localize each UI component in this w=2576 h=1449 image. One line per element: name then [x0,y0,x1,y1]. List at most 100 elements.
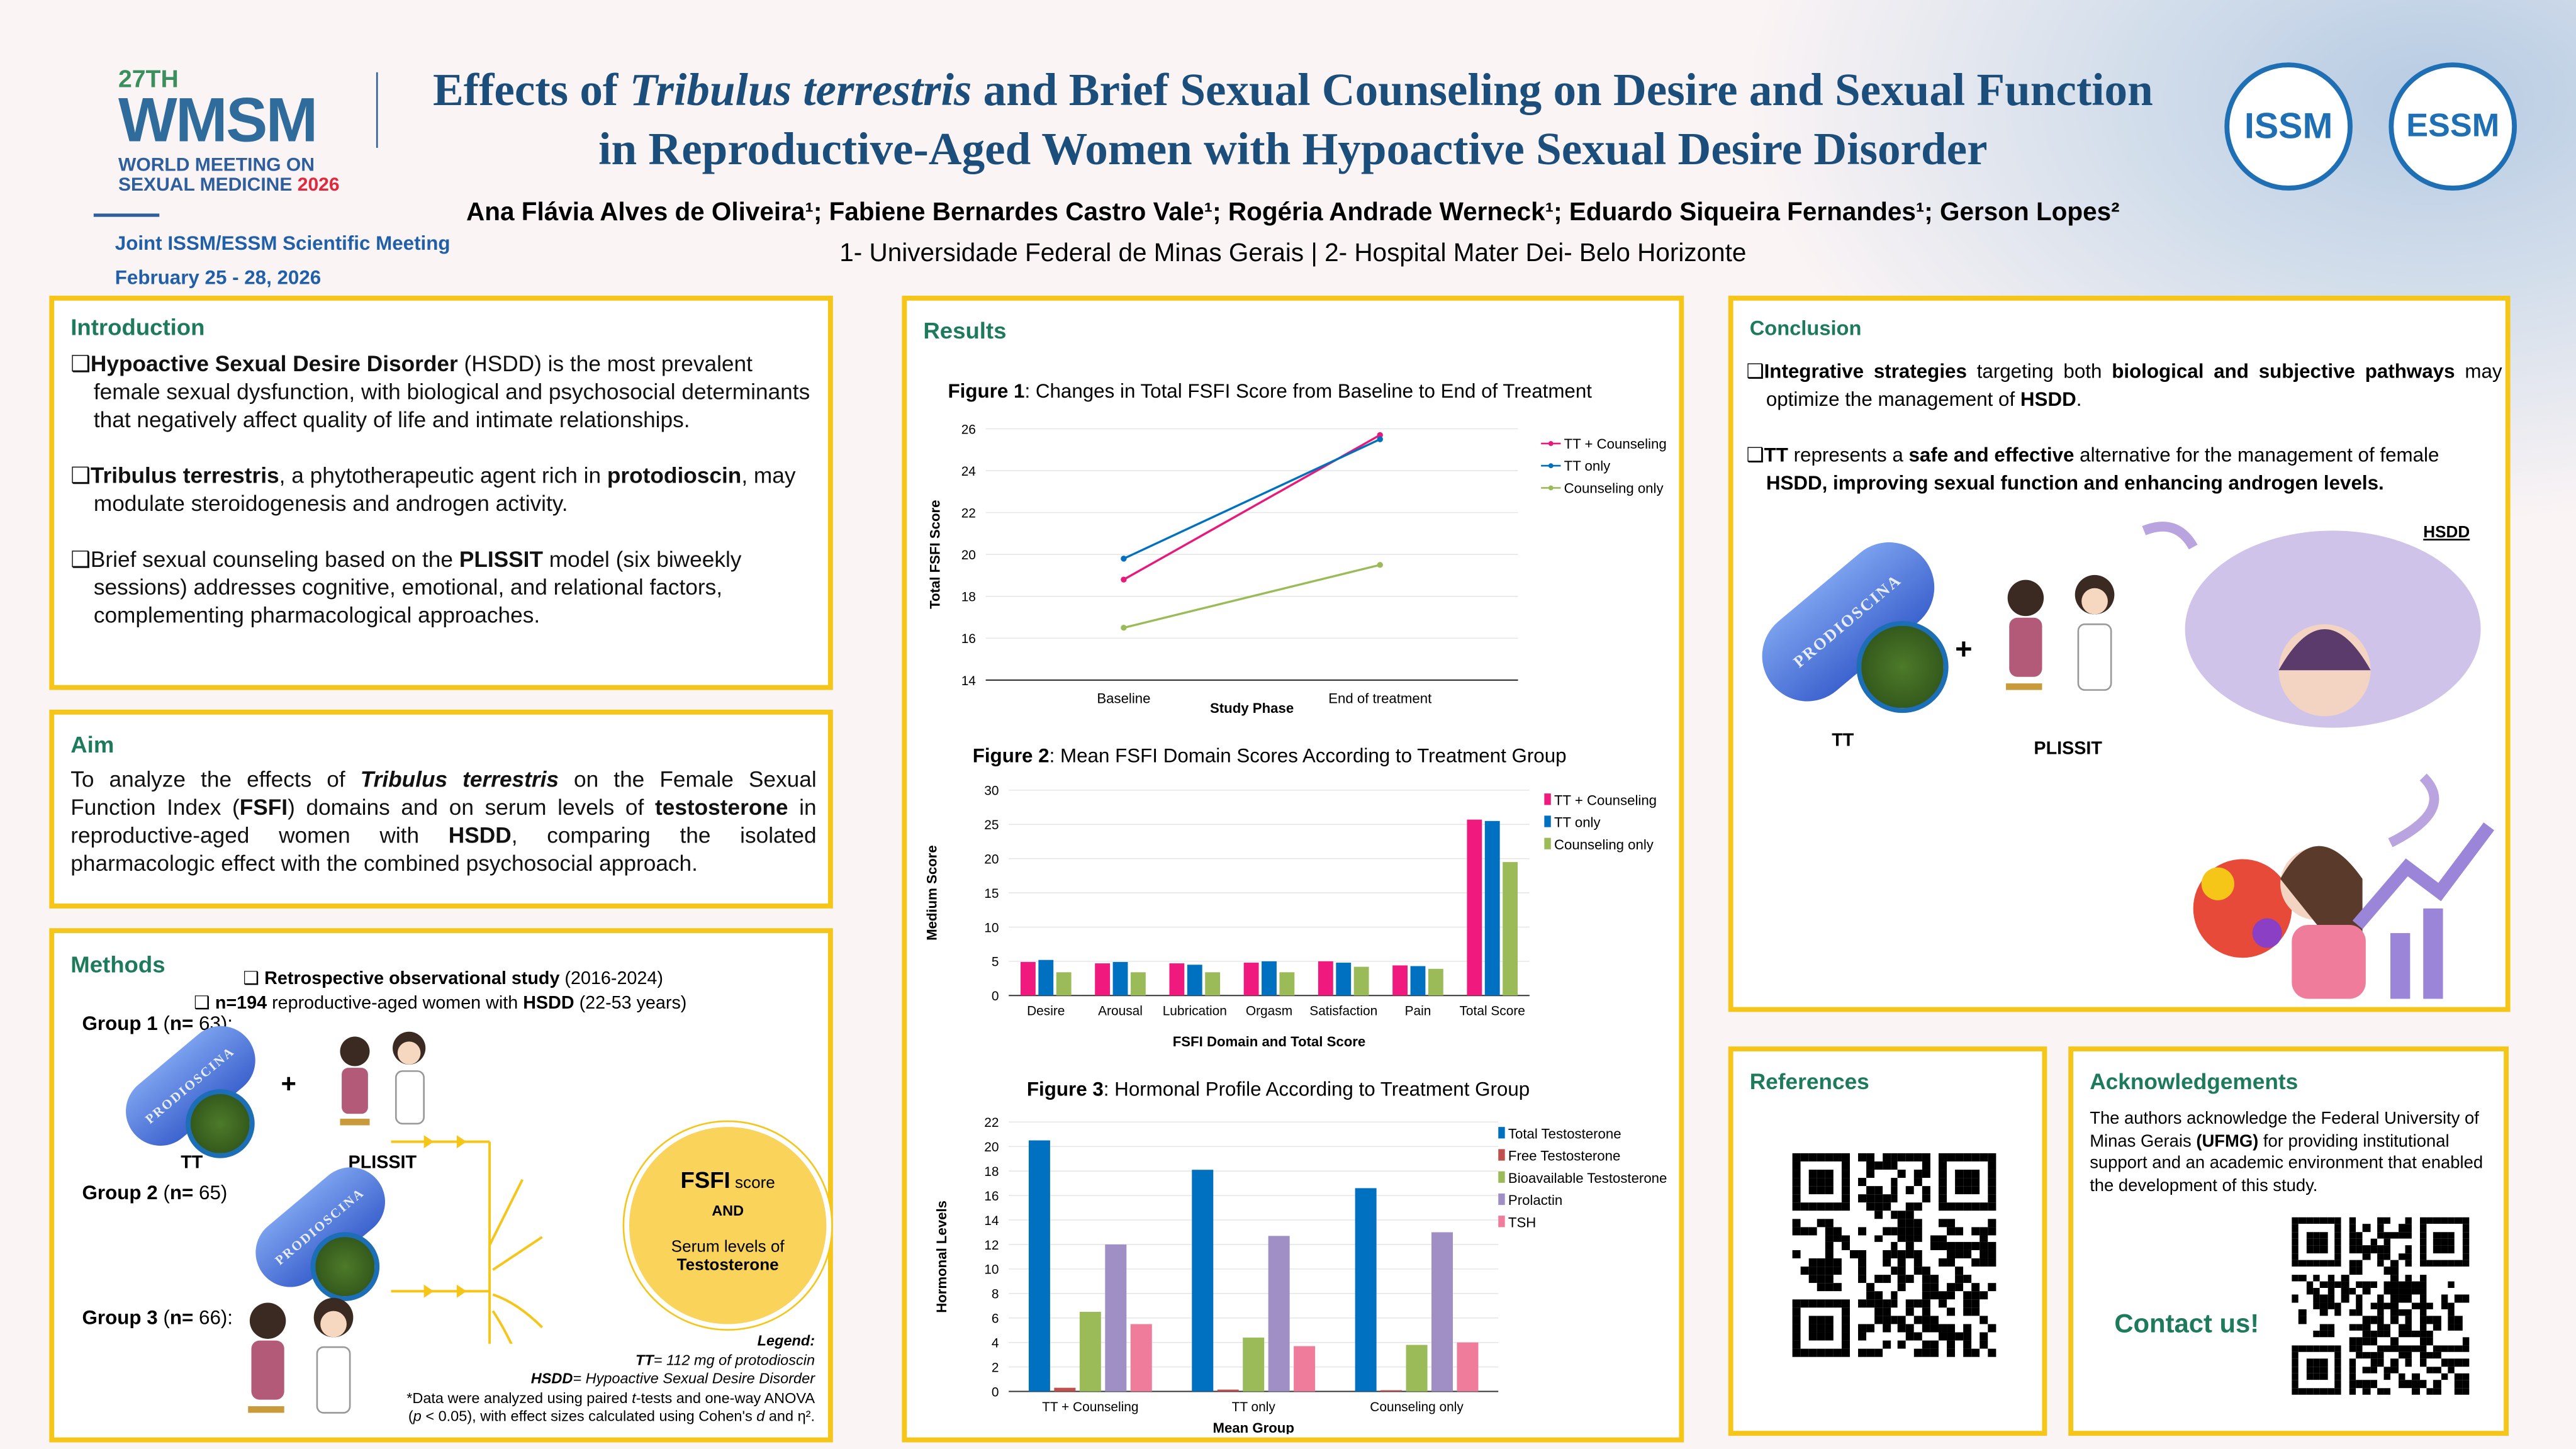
references-qr-code[interactable] [1792,1153,1996,1357]
section-heading: Methods [70,951,165,978]
text-run: , a phytotherapeutic agent rich in [279,463,607,488]
text-run: TT [1764,443,1788,467]
text-run: d [756,1407,765,1424]
text-run: Tribulus terrestris [360,767,559,792]
data-point [1377,432,1383,439]
intro-paragraph: ❑Brief sexual counseling based on the PL… [70,545,810,629]
affiliations: 1- Universidade Federal de Minas Gerais … [839,240,1747,268]
text-run: -tests and one-way ANOVA [636,1389,815,1406]
data-point [1121,556,1127,562]
methods-bullet: ❑ Retrospective observational study (201… [243,968,663,989]
y-tick-label: 22 [984,1116,999,1130]
bar [1169,963,1185,996]
text-run: Figure 2 [972,744,1050,768]
x-tick-label: Desire [1027,1004,1065,1019]
title-divider [376,72,378,148]
data-point [1121,625,1127,631]
legend-swatch [1498,1193,1505,1206]
y-tick-label: 18 [961,590,976,605]
bar [1205,972,1221,996]
bar [1243,1337,1265,1392]
text-run: : Mean FSFI Domain Scores According to T… [1049,744,1567,768]
x-tick-label: Lubrication [1163,1004,1227,1019]
figure2-caption: Figure 2: Mean FSFI Domain Scores Accord… [973,744,1567,768]
y-tick-label: 25 [984,818,999,832]
tt-label: TT [181,1153,203,1173]
counseling-illustration [2006,574,2115,691]
text-run: Figure 1 [948,379,1025,403]
series-line [1123,564,1380,629]
text-run: ❑ [1746,359,1764,383]
x-tick-label: TT only [1232,1400,1276,1414]
text-run: for providing institutional support and … [2090,1131,2484,1195]
figure1-caption: Figure 1: Changes in Total FSFI Score fr… [948,379,1592,403]
logo-divider [93,213,160,217]
text-run: ❑ [194,993,215,1014]
counseling-illustration [248,1297,354,1414]
y-tick-label: 30 [984,784,999,798]
bar [1105,1244,1127,1392]
text-run: on the Female Sexual Function Index ( [70,767,817,820]
introduction-section: Introduction ❑Hypoactive Sexual Desire D… [49,295,833,690]
bar [1380,1390,1403,1392]
text-run: To analyze the effects of [70,767,361,792]
series-line [1123,438,1380,560]
bar [1355,1188,1377,1392]
x-tick-label: Arousal [1098,1004,1143,1019]
contact-qr-code[interactable] [2292,1217,2470,1395]
text-run: protodioscin [607,463,742,488]
figure2-bar-chart: 0 5 10 15 20 25 30 Medium Score FSFI Domain and … [924,784,1657,1049]
y-tick-label: 10 [984,1263,999,1277]
figure3-bar-chart: 0 2 4 6 8 10 12 14 16 18 20 22 Hormonal Levels Mean G… [934,1116,1667,1435]
section-heading: Aim [70,730,115,758]
legend-label: Prolactin [1508,1192,1562,1208]
text-run: ❑ [70,351,91,376]
text-run: biological and subjective pathways [2112,359,2455,383]
x-axis-label: Mean Group [1212,1420,1294,1435]
acknowledgements-section: Acknowledgements The authors acknowledge… [2068,1046,2509,1436]
figure1-line-chart: 14 16 18 20 22 24 26 Total FSFI Score Study Phas… [927,422,1666,716]
logo-edition: 27TH [118,65,179,94]
x-tick-label: Total Score [1460,1004,1525,1019]
legend-label: Counseling only [1564,480,1664,496]
x-tick-label: TT + Counseling [1042,1400,1138,1414]
title-part: Effects of [432,65,630,117]
text-run: ❑ [70,547,91,572]
y-tick-label: 26 [961,422,976,437]
text-run: PLISSIT [459,547,544,572]
bar [1503,862,1518,996]
text-run: ❑ [70,463,91,488]
bar [1336,963,1352,996]
text-run: = Hypoactive Sexual Desire Disorder [573,1370,815,1387]
section-heading: Acknowledgements [2090,1069,2299,1094]
meeting-dates: February 25 - 28, 2026 [115,266,322,289]
text-run: Group 1 [82,1012,158,1035]
y-tick-label: 8 [992,1287,999,1302]
x-axis-label: Study Phase [1210,700,1294,716]
authors: Ana Flávia Alves de Oliveira¹; Fabiene B… [466,198,2120,227]
text-run: HSDD [448,823,512,848]
text-run: may optimize the management of [1766,359,2502,411]
title-line2: in Reproductive-Aged Women with Hypoacti… [598,125,1988,176]
legend-swatch [1498,1171,1505,1183]
acknowledgements-text: The authors acknowledge the Federal Univ… [2090,1109,2497,1197]
y-axis-label: Total FSFI Score [927,500,943,609]
wmsm-logo: 27TH WMSM WORLD MEETING ON SEXUAL MEDICI… [118,65,340,195]
joint-meeting: Joint ISSM/ESSM Scientific Meeting [115,232,451,255]
text-run: n=194 [215,993,267,1014]
text-run: Hypoactive Sexual Desire Disorder [90,351,458,376]
bar [1431,1232,1453,1392]
issm-logo: ISSM [2224,62,2353,191]
title-part: and Brief Sexual Counseling on Desire an… [972,65,2153,117]
stats-note: (p < 0.05), with effect sizes calculated… [406,1408,815,1427]
text-run: ( [408,1407,413,1424]
text-run: HSDD [523,993,574,1014]
text-run: : Hormonal Profile According to Treatmen… [1103,1077,1530,1101]
text-run: ( [157,1181,170,1204]
bar [1130,1324,1152,1392]
conclusion-point: ❑Integrative strategies targeting both b… [1746,358,2502,414]
text-run: Tribulus terrestris [90,463,279,488]
text-run: ❑ [243,969,265,989]
bar [1217,1389,1239,1392]
text-run: *Data were analyzed using paired [406,1389,632,1406]
